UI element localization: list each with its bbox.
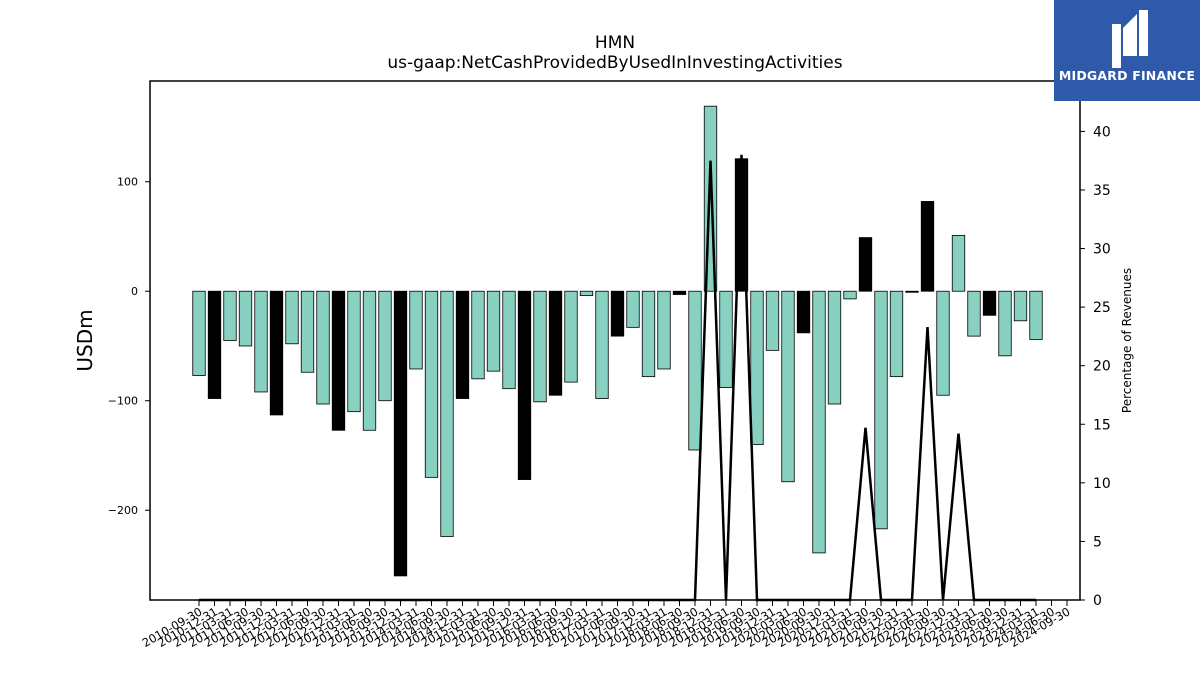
bar (362, 290, 377, 431)
bar (672, 290, 687, 295)
bar (300, 290, 315, 373)
bar (982, 290, 997, 316)
bar (765, 290, 780, 351)
midgard-finance-logo: MIDGARD FINANCE (1054, 0, 1200, 101)
y2-tick-label: 5 (1093, 534, 1102, 550)
bar (548, 290, 563, 396)
bar (719, 290, 733, 388)
bar (533, 290, 547, 403)
bar (440, 290, 454, 537)
y-tick-label: 100 (117, 176, 138, 189)
bar (455, 290, 470, 399)
bar (517, 290, 532, 480)
bar (393, 290, 408, 577)
bar (781, 290, 795, 483)
y-tick-label: −200 (108, 504, 138, 517)
bar (905, 290, 919, 293)
y2-tick-label: 10 (1093, 476, 1111, 492)
bar (858, 237, 873, 292)
y2-tick-label: 0 (1093, 593, 1102, 609)
bar (920, 201, 935, 292)
bar (626, 290, 640, 328)
y-tick-label: 0 (131, 285, 138, 298)
bar (471, 290, 485, 380)
bar (285, 290, 299, 345)
bar (331, 290, 346, 431)
bar (812, 290, 826, 554)
y2-tick-label: 35 (1093, 183, 1111, 199)
bar (827, 290, 842, 405)
bar (889, 290, 904, 378)
bar (657, 290, 671, 370)
bar (688, 290, 702, 451)
bar (347, 290, 361, 413)
bar (223, 290, 237, 341)
bar (641, 290, 656, 378)
logo-text: MIDGARD FINANCE (1058, 68, 1196, 83)
chart-title: HMN (594, 33, 636, 53)
bar (1029, 290, 1043, 340)
bar (502, 290, 516, 390)
y2-axis-label: Percentage of Revenues (1120, 268, 1134, 413)
bar (750, 290, 764, 445)
bar (579, 290, 594, 297)
bar (192, 290, 206, 376)
bar (998, 290, 1012, 357)
y-axis-label: USDm (73, 309, 97, 371)
y2-tick-label: 20 (1093, 359, 1111, 375)
bar (796, 290, 811, 334)
bar (378, 290, 392, 402)
bar (486, 290, 501, 372)
bar (269, 290, 284, 416)
bar (610, 290, 625, 337)
bar (238, 290, 253, 347)
chart-subtitle: us-gaap:NetCashProvidedByUsedInInvesting… (387, 53, 843, 73)
y2-tick-label: 15 (1093, 417, 1111, 433)
bar (1013, 290, 1028, 322)
y2-tick-label: 30 (1093, 242, 1111, 258)
bar (254, 290, 268, 393)
bar (207, 290, 222, 399)
bar (424, 290, 439, 478)
bar (595, 290, 609, 399)
bar (936, 290, 950, 396)
bar (316, 290, 330, 405)
bar (843, 290, 857, 300)
logo-mark-icon (1112, 10, 1148, 68)
y2-tick-label: 40 (1093, 124, 1111, 140)
bar (951, 234, 966, 292)
bar (967, 290, 981, 337)
y-tick-label: −100 (108, 395, 138, 408)
bar (874, 290, 888, 530)
bar (564, 290, 578, 383)
bar (409, 290, 423, 370)
y2-tick-label: 25 (1093, 300, 1111, 316)
